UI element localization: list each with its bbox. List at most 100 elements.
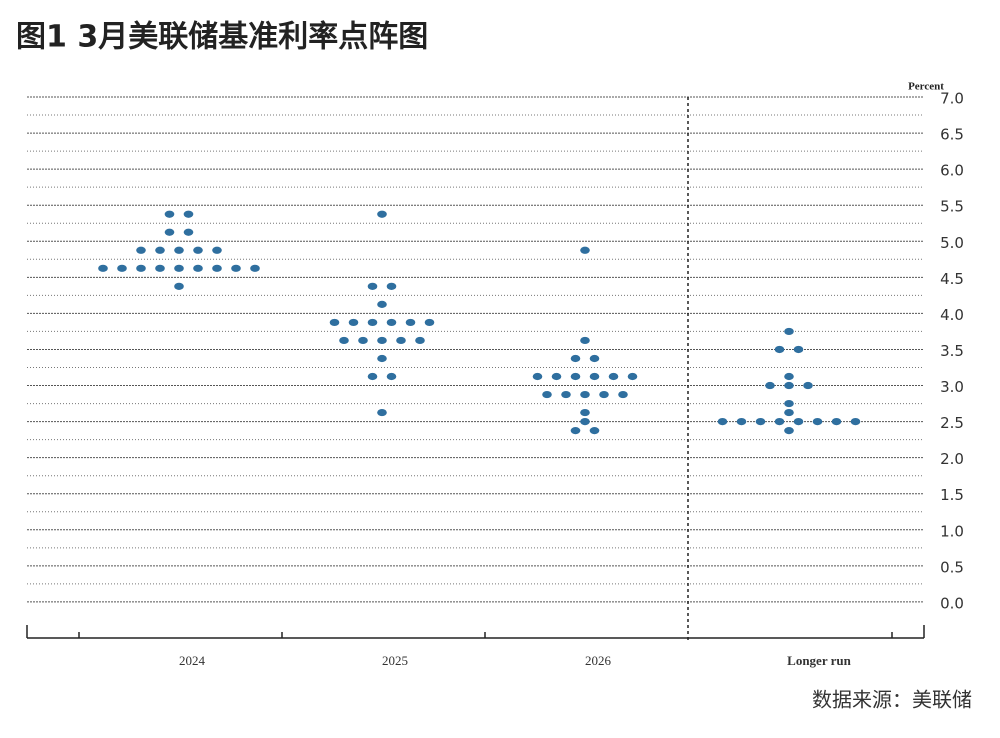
dot [599,390,609,399]
dot [212,246,222,254]
y-tick-label: 3.5 [940,342,964,360]
dot [367,282,378,290]
y-tick-label: 1.5 [940,486,964,504]
dot [348,318,359,327]
dot [580,246,590,254]
dot [164,210,175,218]
dot [415,336,425,345]
dot [589,427,600,435]
dot [193,246,203,254]
dot [250,264,260,272]
dot [774,345,785,354]
y-tick-label: 6.5 [940,126,964,144]
y-axis-label: Percent [908,81,944,93]
dot [183,228,194,236]
dot [377,354,387,363]
dot [850,418,861,426]
dot [367,318,378,327]
dot [784,372,794,381]
y-tick-label: 2.0 [940,450,964,468]
grid [27,96,924,603]
dot [231,264,241,272]
x-tick-label: 2024 [179,653,206,668]
dot [339,336,349,345]
y-tick-label: 0.5 [940,558,964,576]
dot [358,336,368,345]
dot [174,264,184,272]
y-tick-label: 6.0 [940,162,964,180]
dot [784,327,794,336]
dot [618,390,628,399]
dot [570,372,581,381]
dot [136,246,146,254]
dot [386,318,397,327]
dot [774,418,785,426]
dot [405,318,416,327]
dot [377,408,387,417]
dot [117,264,127,272]
dot [174,246,184,254]
dot [551,372,562,381]
x-tick-label: 2025 [382,653,408,668]
dot [736,418,747,426]
dot [386,282,397,290]
dot [793,418,804,426]
y-tick-label: 4.0 [940,306,964,324]
dot [608,372,619,381]
y-tick-label: 3.0 [940,378,964,396]
dot [717,418,728,426]
dot [386,372,397,381]
y-tick-label: 2.5 [940,414,964,432]
dot [793,345,804,354]
dot [212,264,222,272]
dot [136,264,146,272]
dot [580,336,590,345]
dot [580,390,590,399]
dot [570,354,581,363]
dot [589,372,600,381]
dot [784,408,794,417]
y-tick-label: 7.0 [940,90,964,108]
x-axis-ticks [26,625,925,638]
dot [784,427,794,435]
source-note: 数据来源：美联储 [812,688,972,712]
dot [784,399,794,408]
dot [803,381,813,390]
dot [367,372,378,381]
dot [396,336,406,345]
y-tick-label: 1.0 [940,522,964,540]
y-tick-label: 4.5 [940,270,964,288]
dot [377,210,387,218]
dot [98,264,108,272]
y-tick-label: 5.5 [940,198,964,216]
dot [424,318,435,327]
dot [155,246,165,254]
dot [164,228,175,236]
dot [183,210,194,218]
dot [377,300,387,308]
dot [329,318,340,327]
x-tick-label: 2026 [585,653,612,668]
dot [542,390,552,399]
dot [765,381,775,390]
chart-title: 图1 3月美联储基准利率点阵图 [16,20,428,55]
dots [98,210,861,435]
dot [627,372,638,381]
dot [580,408,590,417]
x-tick-label: Longer run [787,653,851,668]
dot [570,427,581,435]
y-tick-label: 0.0 [940,594,964,612]
dot [532,372,543,381]
dot [589,354,600,363]
dot [377,336,387,345]
dot [755,418,766,426]
dot [831,418,842,426]
y-tick-label: 5.0 [940,234,964,252]
dot [580,418,590,426]
dot [174,282,184,290]
dot [561,390,571,399]
dot [784,381,794,390]
dot [155,264,165,272]
dot [193,264,203,272]
